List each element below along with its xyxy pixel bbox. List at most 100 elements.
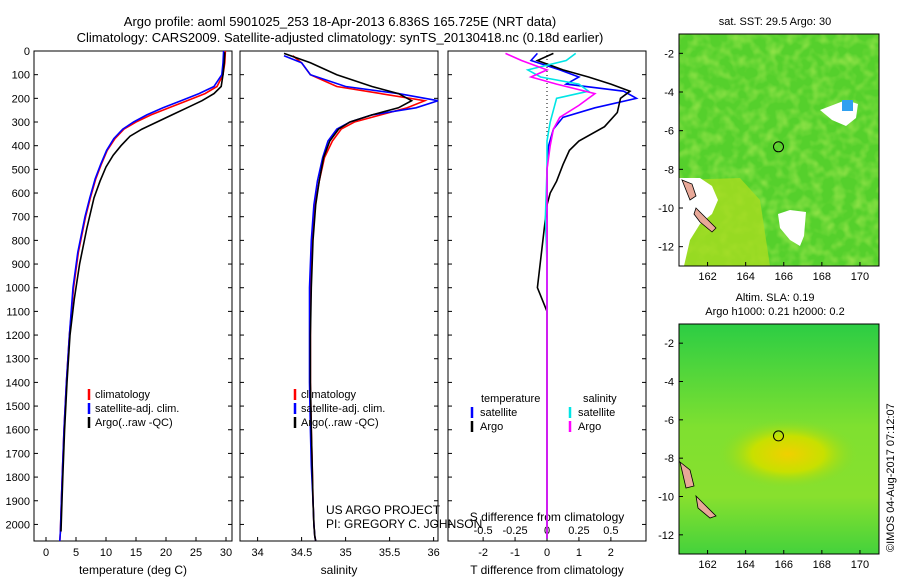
imos-timestamp: ©IMOS 04-Aug-2017 07:12:07 xyxy=(885,403,897,552)
plot-frame xyxy=(239,50,439,542)
legend-group-label: temperature xyxy=(481,393,540,405)
y-tick-label: 1100 xyxy=(6,306,30,318)
figure-title-line1: Argo profile: aoml 5901025_253 18-Apr-20… xyxy=(124,14,556,29)
map-x-tick-label: 170 xyxy=(851,271,869,283)
map-y-tick-label: -4 xyxy=(664,87,674,99)
map-y-tick-label: -10 xyxy=(658,492,674,504)
y-tick-label: 2000 xyxy=(6,519,30,531)
x-tick-label: 34 xyxy=(251,547,263,559)
legend-label: Argo(..raw -QC) xyxy=(301,417,379,429)
difference-profile-panel: -2 -1 0 1 2 T difference from climatology -0.5… xyxy=(447,50,647,577)
sst-cloud-mask-1 xyxy=(679,178,718,266)
sla-island-1 xyxy=(679,460,695,489)
map-y-tick-label: -2 xyxy=(664,338,674,350)
project-credit: US ARGO PROJECT xyxy=(326,503,441,517)
map-x-tick-label: 162 xyxy=(698,271,716,283)
y-tick-label: 1800 xyxy=(6,472,30,484)
y-tick-label: 200 xyxy=(12,93,30,105)
x-tick-label: 25 xyxy=(190,547,202,559)
map-y-tick-label: -10 xyxy=(658,203,674,215)
salinity-profile-panel: 34 34.5 35 35.5 36 salinity climatology satelli… xyxy=(239,50,440,577)
sla-warm-anomaly xyxy=(700,410,860,490)
legend-label: Argo(..raw -QC) xyxy=(95,417,173,429)
top-x-tick-label: 0.5 xyxy=(603,525,618,537)
x-tick-label: 35 xyxy=(339,547,351,559)
x-tick-label: 20 xyxy=(160,547,172,559)
map-x-tick-label: 168 xyxy=(813,271,831,283)
legend-label: satellite xyxy=(578,407,615,419)
map-x-tick-label: 166 xyxy=(775,271,793,283)
x-tick-label: 34.5 xyxy=(291,547,312,559)
sst-map-panel: 162 164 166 168 170 -2 -4 -6 -8 -10 -12 xyxy=(658,33,880,283)
y-tick-label: 900 xyxy=(12,259,30,271)
x-tick-label: 15 xyxy=(130,547,142,559)
map-y-tick-label: -6 xyxy=(664,126,674,138)
series-line-argo-raw-qc- xyxy=(283,52,414,542)
map-x-tick-label: 168 xyxy=(813,559,831,571)
y-tick-label: 0 xyxy=(24,46,30,58)
map-x-tick-label: 164 xyxy=(736,559,754,571)
x-tick-label: 0 xyxy=(544,547,550,559)
sst-map-title: sat. SST: 29.5 Argo: 30 xyxy=(719,16,832,28)
legend-label: climatology xyxy=(95,389,151,401)
map-y-tick-label: -12 xyxy=(658,242,674,254)
plot-frame xyxy=(33,50,233,542)
map-y-tick-label: -8 xyxy=(664,453,674,465)
x-tick-label: 35.5 xyxy=(379,547,400,559)
map-x-tick-label: 162 xyxy=(698,559,716,571)
sst-cloud-mask-2 xyxy=(778,210,806,246)
y-tick-label: 500 xyxy=(12,164,30,176)
y-tick-label: 1000 xyxy=(6,283,30,295)
legend-label: satellite-adj. clim. xyxy=(95,403,179,415)
legend-label: climatology xyxy=(301,389,357,401)
x-tick-label: 1 xyxy=(576,547,582,559)
y-tick-label: 1300 xyxy=(6,354,30,366)
legend-label: satellite xyxy=(480,407,517,419)
legend-group-label: salinity xyxy=(583,393,617,405)
y-tick-label: 100 xyxy=(12,70,30,82)
x-tick-label: 2 xyxy=(608,547,614,559)
y-tick-label: 1400 xyxy=(6,377,30,389)
y-tick-label: 1700 xyxy=(6,448,30,460)
series-line-temperature-argo xyxy=(535,52,632,539)
x-axis-label: T difference from climatology xyxy=(470,563,624,577)
y-tick-label: 1200 xyxy=(6,330,30,342)
map-x-tick-label: 166 xyxy=(775,559,793,571)
y-tick-label: 800 xyxy=(12,235,30,247)
legend-label: Argo xyxy=(578,421,601,433)
y-tick-label: 600 xyxy=(12,188,30,200)
y-tick-label: 400 xyxy=(12,141,30,153)
sst-argo-location-marker xyxy=(773,141,784,153)
map-y-tick-label: -4 xyxy=(664,377,674,389)
y-tick-label: 700 xyxy=(12,212,30,224)
top-x-tick-label: 0.25 xyxy=(568,525,589,537)
map-x-tick-label: 164 xyxy=(736,271,754,283)
series-line-salinity-argo xyxy=(505,52,597,539)
sst-cool-pixel xyxy=(842,100,853,111)
sla-map-panel: 162 164 166 168 170 -2 -4 -6 -8 -10 -12 xyxy=(658,323,880,571)
x-tick-label: 5 xyxy=(73,547,79,559)
pi-credit: PI: GREGORY C. JOHNSON xyxy=(326,517,482,531)
sst-island-2 xyxy=(693,207,717,233)
sla-map-frame xyxy=(678,323,880,555)
map-y-tick-label: -8 xyxy=(664,164,674,176)
y-tick-label: 1500 xyxy=(6,401,30,413)
sla-island-2 xyxy=(695,494,717,519)
temperature-profile-panel: 0100200300400500600700800900100011001200… xyxy=(6,46,233,577)
sla-map-subtitle: Argo h1000: 0.21 h2000: 0.2 xyxy=(705,306,844,318)
map-y-tick-label: -2 xyxy=(664,48,674,60)
map-y-tick-label: -12 xyxy=(658,530,674,542)
map-y-tick-label: -6 xyxy=(664,415,674,427)
series-line-argo-raw-qc- xyxy=(60,52,226,532)
x-tick-label: -1 xyxy=(510,547,520,559)
sla-argo-location-marker xyxy=(773,430,784,442)
x-tick-label: 10 xyxy=(100,547,112,559)
y-tick-label: 1600 xyxy=(6,425,30,437)
x-tick-label: 36 xyxy=(427,547,439,559)
x-axis-label: temperature (deg C) xyxy=(79,563,187,577)
sst-island-1 xyxy=(681,179,697,201)
top-x-tick-label: -0.5 xyxy=(474,525,493,537)
map-x-tick-label: 170 xyxy=(851,559,869,571)
figure-title-line2: Climatology: CARS2009. Satellite-adjuste… xyxy=(77,30,604,45)
